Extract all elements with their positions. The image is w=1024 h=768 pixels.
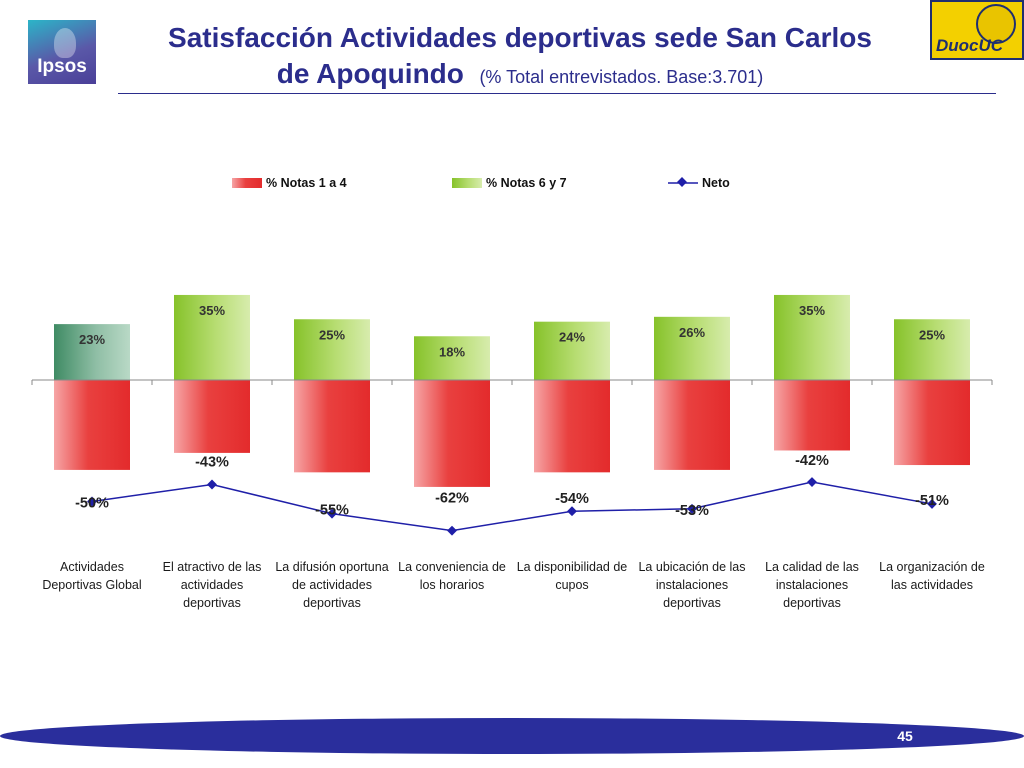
category-label-8: La organización de las actividades xyxy=(879,560,985,592)
bar-notas-6-7-4 xyxy=(414,336,490,380)
label-neto-4: -62% xyxy=(435,491,469,507)
bar-notas-6-7-6 xyxy=(654,316,730,380)
neto-marker-8 xyxy=(927,498,937,509)
ipsos-logo-text: Ipsos xyxy=(37,56,87,77)
bar-notas-1-4-5 xyxy=(534,380,610,473)
footer-band xyxy=(0,718,1024,754)
label-neto-2: -43% xyxy=(195,454,229,470)
bar-notas-1-4-3 xyxy=(294,380,370,473)
bar-notas-1-4-8 xyxy=(894,380,970,466)
bar-notas-6-7-3 xyxy=(294,319,370,380)
title-line-1: Satisfacción Actividades deportivas sede… xyxy=(168,22,872,53)
title-subtitle: (% Total entrevistados. Base:3.701) xyxy=(479,67,764,87)
satisfaction-chart: % Notas 1 a 4 % Notas 6 y 7 Neto 23% 35% 25% 1… xyxy=(31,176,993,610)
label-notas-6-7-7: 35% xyxy=(799,303,825,318)
bar-notas-6-7-7 xyxy=(774,294,850,380)
label-neto-3: -55% xyxy=(315,503,349,519)
category-label-4: La conveniencia de los horarios xyxy=(398,560,506,592)
bar-notas-6-7-2 xyxy=(174,294,250,380)
neto-marker-7 xyxy=(807,477,817,488)
bar-notas-1-4-4 xyxy=(414,380,490,487)
bar-notas-6-7-1 xyxy=(54,324,130,380)
category-label-6: La ubicación de las instalaciones deportiv… xyxy=(638,560,745,610)
label-notas-6-7-8: 25% xyxy=(919,327,945,342)
legend-swatch-notas-6-7 xyxy=(452,178,482,188)
label-neto-5: -54% xyxy=(555,491,589,507)
label-neto-7: -42% xyxy=(795,453,829,469)
bar-notas-1-4-1 xyxy=(54,380,130,470)
category-label-3: La difusión oportuna de actividades deport… xyxy=(275,560,388,610)
legend-swatch-notas-1-4 xyxy=(232,178,262,188)
duoc-logo-text: DuocUC xyxy=(936,36,1004,55)
ipsos-logo: Ipsos xyxy=(28,20,96,84)
neto-line xyxy=(91,481,933,532)
legend-label-notas-1-4: % Notas 1 a 4 xyxy=(266,176,347,190)
duoc-seal-icon xyxy=(976,4,1016,44)
title-line-2-main: de Apoquindo xyxy=(276,58,464,89)
legend-marker-neto xyxy=(677,177,687,187)
label-notas-6-7-4: 18% xyxy=(439,344,465,359)
slide-title: Satisfacción Actividades deportivas sede… xyxy=(120,22,920,54)
label-notas-6-7-3: 25% xyxy=(319,327,345,342)
bar-notas-1-4-6 xyxy=(654,380,730,470)
label-neto-8: -51% xyxy=(915,493,949,509)
label-notas-6-7-6: 26% xyxy=(679,325,705,340)
label-neto-6: -53% xyxy=(675,503,709,519)
neto-marker-6 xyxy=(687,503,697,514)
neto-marker-2 xyxy=(207,479,217,490)
neto-marker-3 xyxy=(327,508,337,519)
category-label-2: El atractivo de las actividades deportivas xyxy=(163,560,262,610)
bar-notas-1-4-7 xyxy=(774,380,850,451)
label-neto-1: -50% xyxy=(75,496,109,512)
label-notas-6-7-5: 24% xyxy=(559,330,585,345)
bar-notas-1-4-2 xyxy=(174,380,250,453)
bar-notas-6-7-5 xyxy=(534,321,610,380)
category-label-5: La disponibilidad de cupos xyxy=(517,560,628,592)
label-notas-6-7-1: 23% xyxy=(79,332,105,347)
logo-head-shape xyxy=(54,28,76,58)
title-divider xyxy=(118,93,996,94)
slide-title-line-2: de Apoquindo (% Total entrevistados. Bas… xyxy=(120,58,920,93)
legend-label-notas-6-7: % Notas 6 y 7 xyxy=(486,176,567,190)
legend-label-neto: Neto xyxy=(702,176,730,190)
neto-marker-4 xyxy=(447,525,457,536)
category-label-1: Actividades Deportivas Global xyxy=(42,560,141,592)
page-number: 45 xyxy=(897,728,913,744)
duoc-logo: DuocUC xyxy=(930,0,1024,60)
category-label-7: La calidad de las instalaciones deportivas xyxy=(765,560,859,610)
neto-marker-5 xyxy=(567,506,577,517)
bar-notas-6-7-8 xyxy=(894,319,970,380)
label-notas-6-7-2: 35% xyxy=(199,303,225,318)
